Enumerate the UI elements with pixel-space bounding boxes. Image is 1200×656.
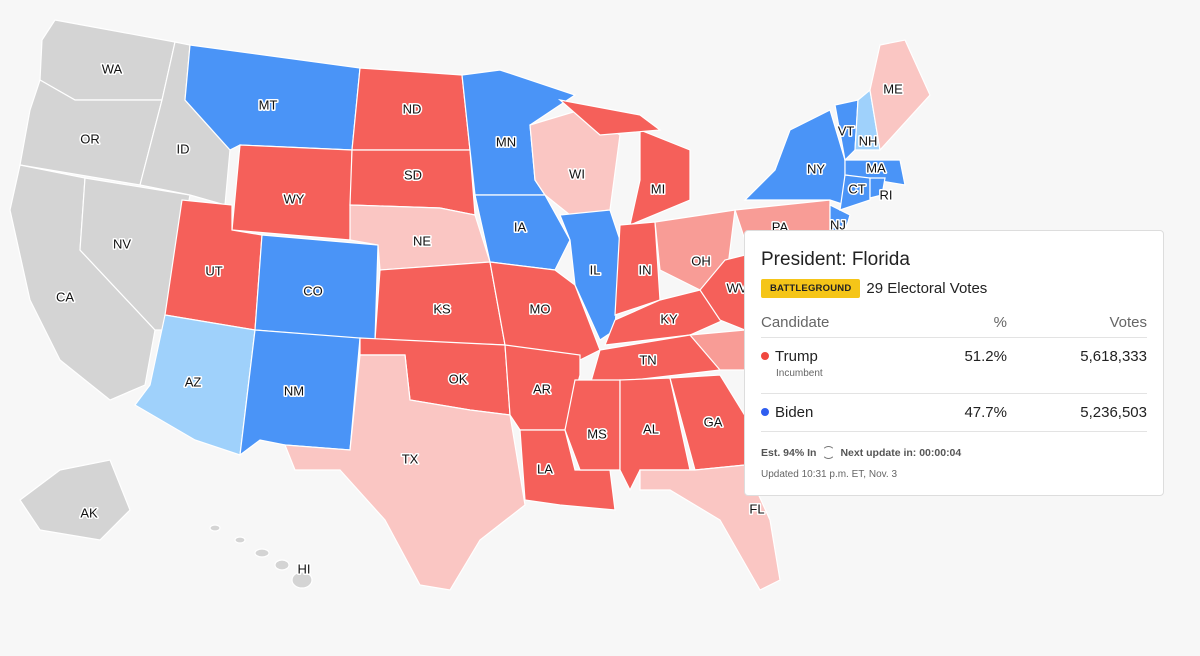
state-ri[interactable] [869,177,886,199]
header-candidate: Candidate [761,314,830,331]
incumbent-label: Incumbent [776,368,823,379]
battleground-badge: BATTLEGROUND [761,279,861,298]
state-hi[interactable] [291,571,313,589]
header-pct: % [993,314,1007,331]
results-header: Candidate % Votes [761,304,1147,338]
state-hi[interactable] [209,524,221,532]
state-il[interactable] [559,209,621,341]
state-hi[interactable] [234,536,246,544]
candidate-pct: 47.7% [964,404,1007,421]
header-votes: Votes [1109,314,1147,331]
tooltip-title: President: Florida [761,249,910,270]
state-co[interactable] [254,234,379,341]
updated-time: Updated 10:31 p.m. ET, Nov. 3 [761,469,898,480]
trump-dot-icon [761,352,769,360]
state-hi[interactable] [274,559,290,571]
candidate-row-trump: Trump Incumbent 51.2% 5,618,333 [761,338,1147,394]
state-ms[interactable] [564,379,621,471]
state-mi[interactable] [629,129,691,226]
candidate-votes: 5,236,503 [1080,404,1147,421]
biden-dot-icon [761,408,769,416]
candidate-row-biden: Biden 47.7% 5,236,503 [761,394,1147,432]
electoral-votes: 29 Electoral Votes [866,280,988,297]
state-fl[interactable] [639,464,781,591]
state-mi[interactable] [557,99,662,136]
state-nm[interactable] [239,329,361,457]
state-nd[interactable] [351,67,471,151]
state-hi[interactable] [254,548,270,558]
state-ct[interactable] [839,174,871,211]
state-ma[interactable] [844,159,906,186]
state-la[interactable] [519,429,616,511]
state-nv[interactable] [79,177,191,331]
candidate-name: Trump [775,348,818,365]
state-ia[interactable] [474,194,571,271]
reporting-status: Est. 94% In [761,446,817,459]
candidate-votes: 5,618,333 [1080,348,1147,365]
state-ks[interactable] [374,261,506,346]
state-wa[interactable] [39,19,176,101]
refresh-icon [822,446,836,459]
next-update: Next update in: 00:00:04 [840,446,962,459]
candidate-name: Biden [775,404,814,421]
state-in[interactable] [614,221,661,316]
candidate-pct: 51.2% [964,348,1007,365]
state-me[interactable] [869,39,931,152]
state-ak[interactable] [19,459,131,541]
state-wy[interactable] [231,144,353,241]
state-tx[interactable] [284,354,526,591]
state-results-tooltip: President: Florida BATTLEGROUND 29 Elect… [744,230,1164,496]
state-ny[interactable] [743,109,846,206]
